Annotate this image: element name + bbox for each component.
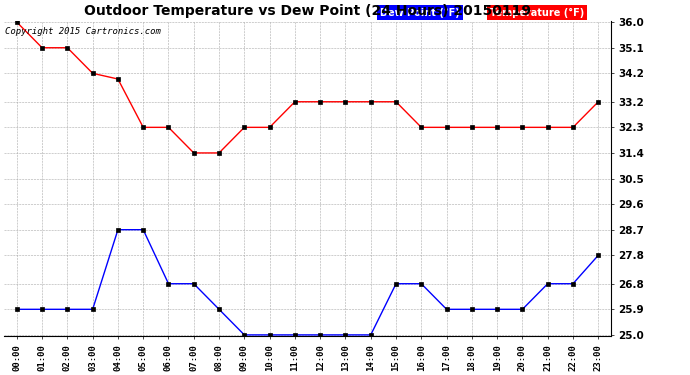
- Text: Temperature (°F): Temperature (°F): [490, 8, 584, 18]
- Text: Dew Point (°F): Dew Point (°F): [380, 8, 460, 18]
- Title: Outdoor Temperature vs Dew Point (24 Hours) 20150119: Outdoor Temperature vs Dew Point (24 Hou…: [84, 4, 531, 18]
- Text: Copyright 2015 Cartronics.com: Copyright 2015 Cartronics.com: [5, 27, 161, 36]
